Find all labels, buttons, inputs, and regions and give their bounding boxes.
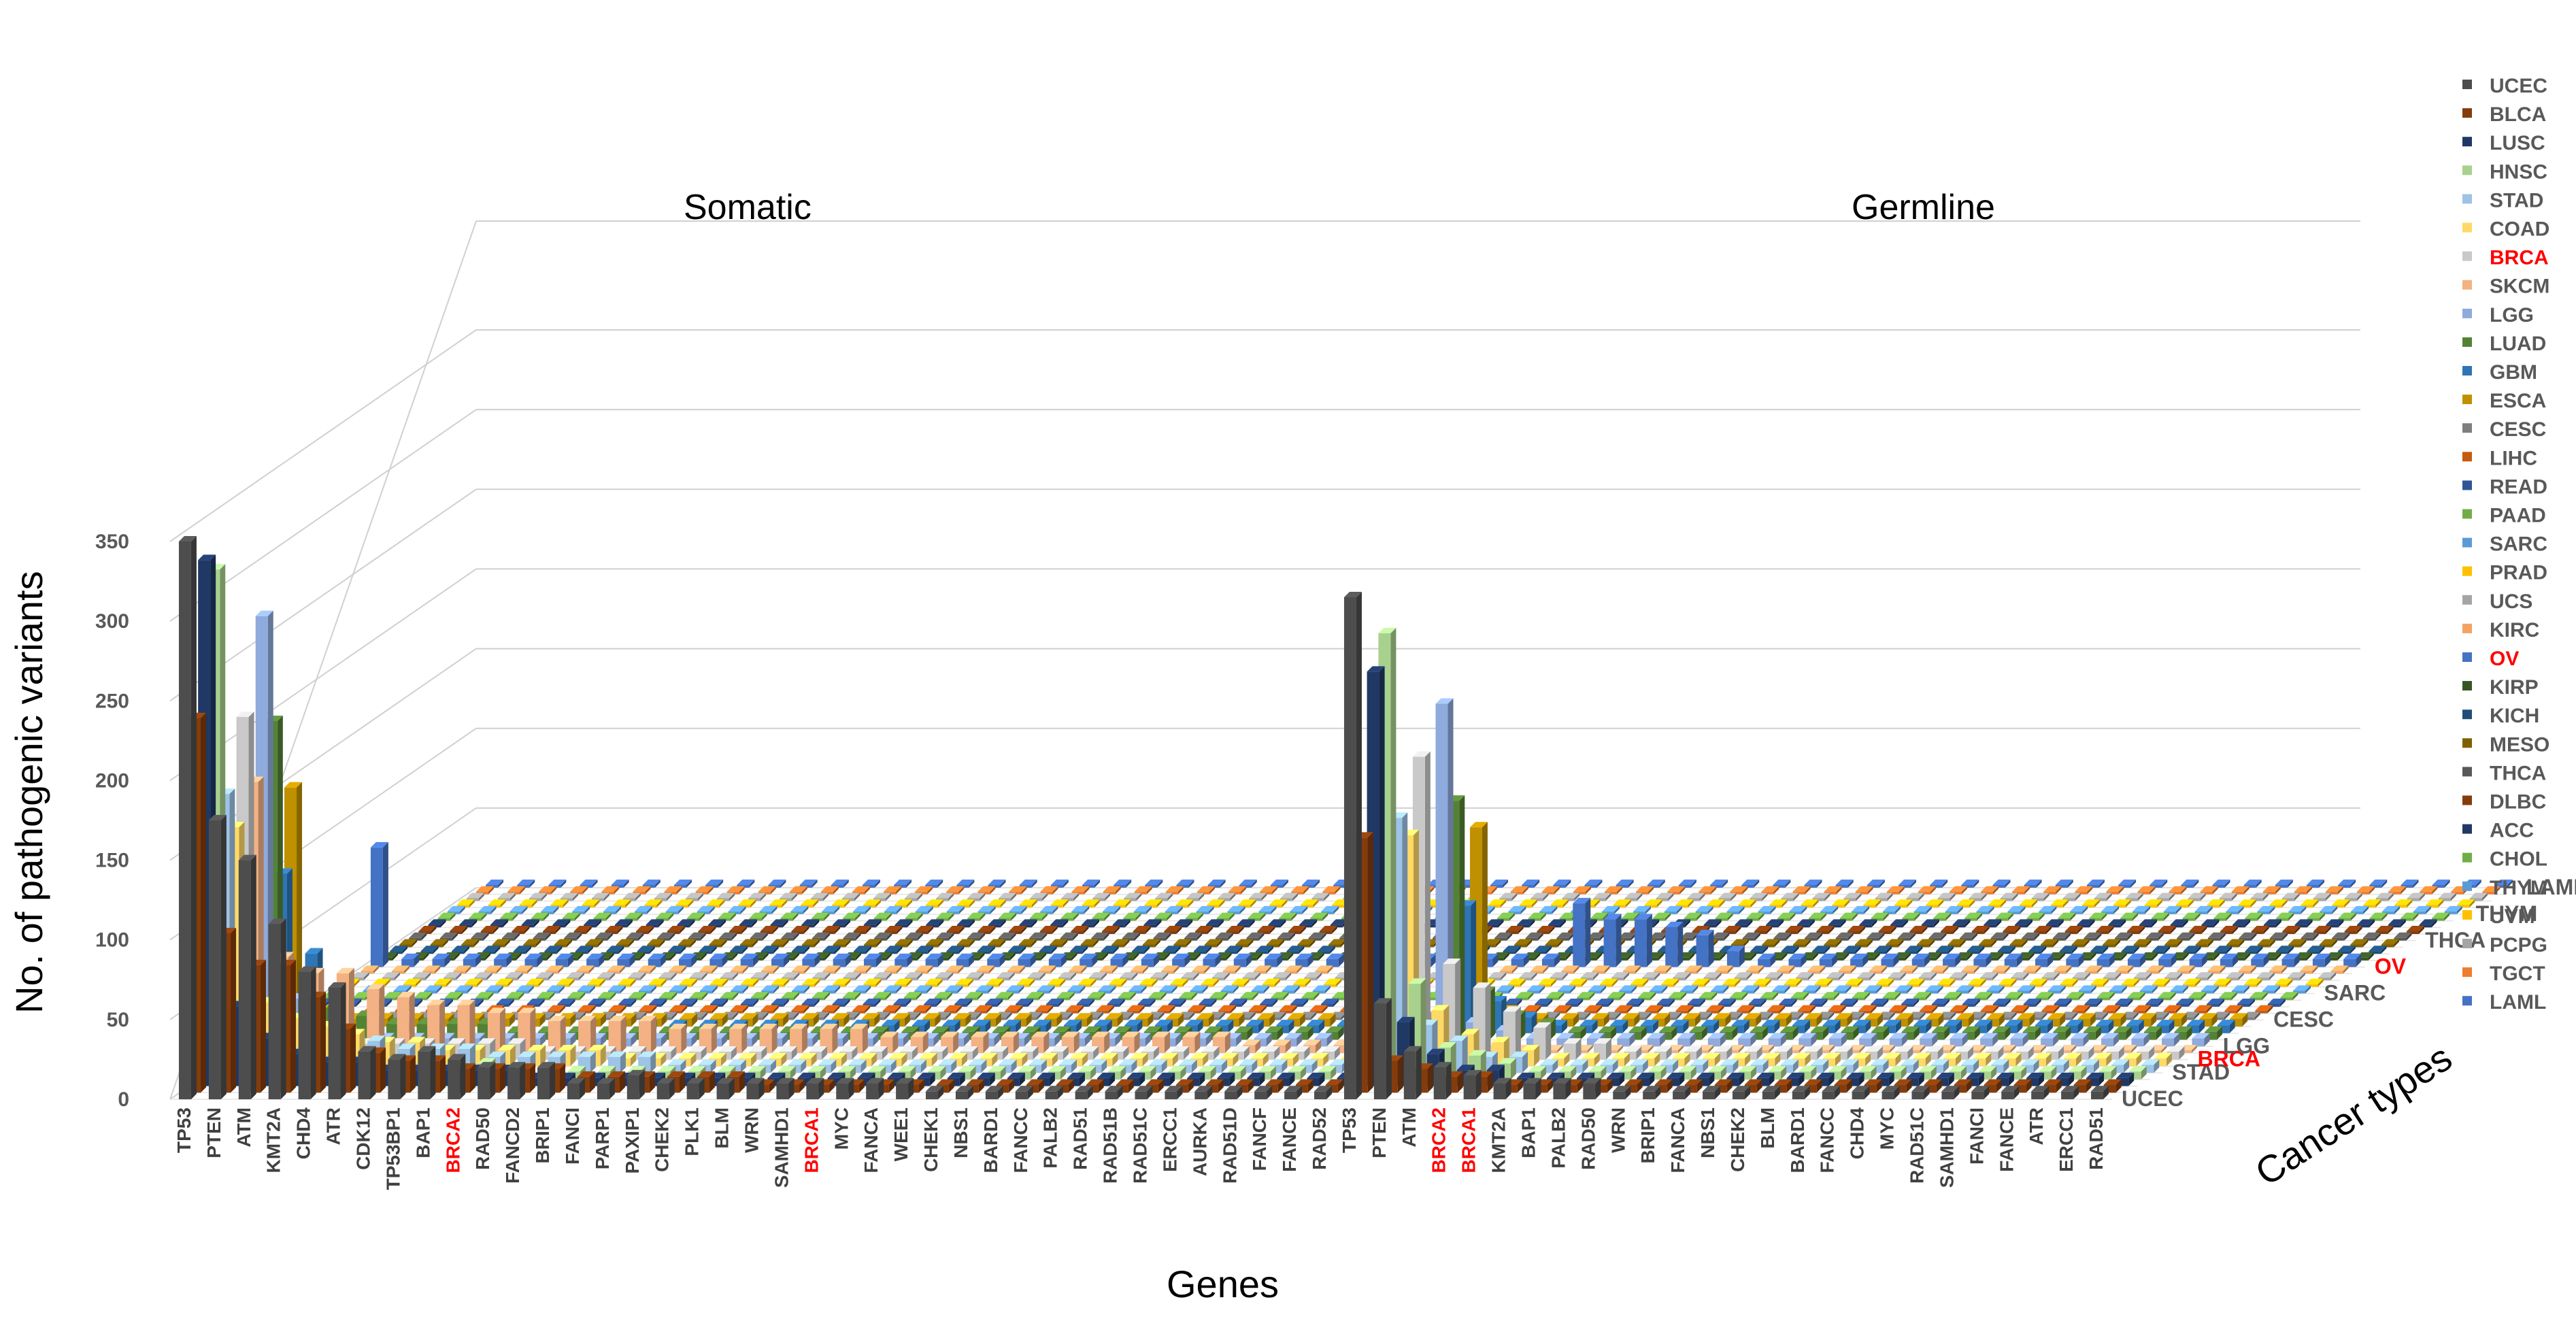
bar-somatic-CHEK2-OV	[864, 954, 882, 967]
bar-somatic-BRCA2-OV	[648, 954, 666, 967]
bar-germline-BARD1-OV	[2035, 954, 2053, 967]
bar-germline-SAMHD1-OV	[2190, 954, 2207, 967]
bar-front	[1635, 919, 1647, 967]
bar-germline-TP53-OV	[1573, 898, 1590, 967]
bar-somatic-FANCA-OV	[1080, 954, 1097, 967]
bar-side	[1616, 914, 1622, 967]
bar-germline-NBS1-OV	[1943, 954, 1960, 967]
bar-somatic-SAMHD1-OV	[987, 954, 1005, 967]
bar-somatic-RAD50-OV	[679, 954, 697, 967]
bar-germline-RAD51C-OV	[2158, 954, 2176, 967]
bar-somatic-NBS1-OV	[1172, 954, 1190, 967]
bar-germline-FANCI-OV	[2220, 954, 2238, 967]
bar-germline-FANCE-OV	[2251, 954, 2269, 967]
bar-layer	[179, 536, 2513, 1099]
bar-somatic-FANCC-OV	[1234, 954, 1252, 967]
bar-somatic-PALB2-OV	[1265, 954, 1282, 967]
bar-germline-ERCC1-OV	[2313, 954, 2330, 967]
bar-somatic-RAD51-OV	[1295, 954, 1313, 967]
bar-front	[1696, 935, 1709, 967]
bar-somatic-CHD4-OV	[494, 954, 512, 967]
bar-germline-WRN-OV	[1850, 954, 1868, 967]
bar-side	[1647, 914, 1652, 967]
bar-front	[1727, 951, 1739, 967]
bar-somatic-TP53BP1-OV	[586, 954, 604, 967]
bar-somatic-CHEK1-OV	[1141, 954, 1159, 967]
bar-somatic-BLM-OV	[926, 954, 943, 967]
bar-somatic-KMT2A-OV	[463, 954, 481, 967]
bar-germline-BRCA1-OV	[1696, 930, 1714, 967]
bar-front	[1665, 927, 1677, 967]
bar-somatic-ATM-OV	[433, 954, 450, 967]
bar-somatic-PTEN-OV	[401, 954, 419, 967]
bar-germline-RAD50-OV	[1820, 954, 1837, 967]
bar-side	[1677, 922, 1683, 967]
bar-somatic-WRN-OV	[956, 954, 974, 967]
bar-somatic-FANCE-OV	[1511, 954, 1529, 967]
bar-somatic-PARP1-OV	[802, 954, 820, 967]
bar-side	[1585, 898, 1590, 967]
bar-germline-PTEN-OV	[1604, 914, 1622, 967]
bar-somatic-PLK1-OV	[894, 954, 912, 967]
bar-somatic-FANCI-OV	[771, 954, 789, 967]
bar-germline-BRIP1-OV	[1881, 954, 1898, 967]
bar-somatic-RAD51B-OV	[1326, 954, 1344, 967]
bar-somatic-BRCA1-OV	[1018, 954, 1036, 967]
gridline-side	[170, 330, 476, 541]
bar-somatic-TP53-OV	[371, 842, 388, 967]
bar-somatic-WEE1-OV	[1111, 954, 1128, 967]
bar-somatic-BAP1-OV	[617, 954, 635, 967]
bar-somatic-BRIP1-OV	[741, 954, 758, 967]
bar-somatic-FANCD2-OV	[709, 954, 727, 967]
bar-germline-FANCA-OV	[1912, 954, 1930, 967]
bar-somatic-CDK12-OV	[556, 954, 573, 967]
bar-germline-KMT2A-OV	[1727, 946, 1745, 967]
bar-germline-MYC-OV	[2128, 954, 2145, 967]
bar-front	[371, 848, 383, 967]
bar-germline-FANCC-OV	[2066, 954, 2084, 967]
bar-germline-PALB2-OV	[1789, 954, 1807, 967]
bar-somatic-ATR-OV	[524, 954, 542, 967]
bar-germline-RAD51-OV	[2343, 954, 2361, 967]
bar-somatic-MYC-OV	[1049, 954, 1067, 967]
bar-side	[383, 842, 388, 967]
bar-germline-BRCA2-OV	[1665, 922, 1683, 967]
bar-germline-ATR-OV	[2282, 954, 2300, 967]
bar-somatic-RAD52-OV	[1542, 954, 1560, 967]
bar-somatic-BARD1-OV	[1203, 954, 1220, 967]
bar-somatic-PAXIP1-OV	[833, 954, 851, 967]
bar-front	[1604, 919, 1616, 967]
bar-side	[1709, 930, 1714, 967]
bar-germline-CHEK2-OV	[1973, 954, 1991, 967]
bar-germline-BAP1-OV	[1758, 954, 1775, 967]
bar-germline-BLM-OV	[2005, 954, 2022, 967]
bar-front	[1573, 903, 1585, 967]
bar-germline-CHD4-OV	[2097, 954, 2115, 967]
bar-germline-ATM-OV	[1635, 914, 1652, 967]
